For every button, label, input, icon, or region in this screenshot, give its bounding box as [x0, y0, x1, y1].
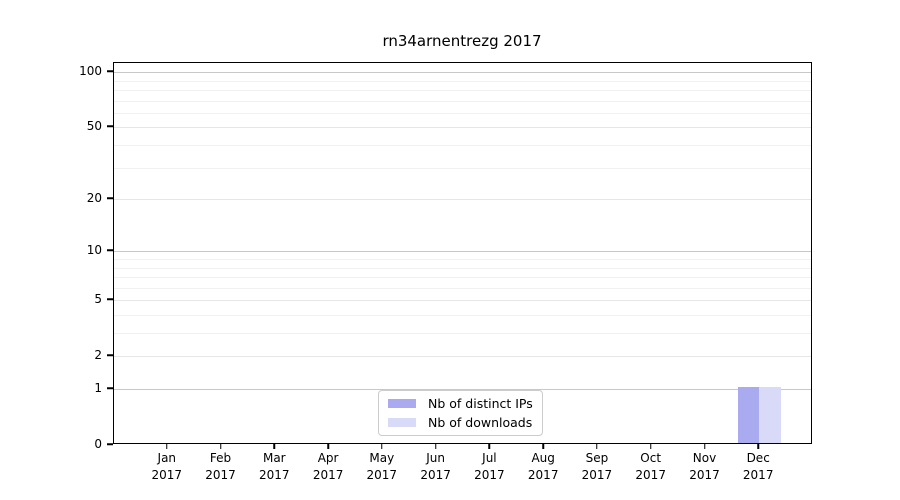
gridline-y-100: [114, 72, 811, 74]
x-tick-nov: [703, 444, 706, 449]
x-tick-year: 2017: [527, 468, 559, 482]
x-tick-label-apr: Apr 2017: [313, 450, 344, 484]
x-tick-label-sep: Sep 2017: [582, 450, 613, 484]
x-tick-apr: [327, 444, 329, 449]
x-tick-month: May: [369, 451, 395, 465]
x-tick-label-jun: Jun 2017: [420, 450, 451, 484]
plot-area: [113, 62, 812, 444]
x-tick-aug: [542, 444, 544, 449]
y-tick-10: [107, 249, 113, 251]
chart-title: rn34arnentrezg 2017: [382, 32, 542, 50]
x-tick-year: 2017: [474, 468, 505, 482]
gridline-y-1: [114, 389, 811, 390]
gridline-y-20: [114, 199, 811, 200]
y-tick-label-20: 20: [86, 191, 102, 205]
legend-swatch-downloads: [388, 418, 416, 427]
y-tick-5: [107, 298, 113, 300]
gridline-y-50: [114, 127, 811, 129]
x-tick-month: Aug: [531, 451, 555, 465]
x-tick-month: Sep: [585, 451, 609, 465]
y-tick-1: [107, 387, 113, 389]
gridline-y-70: [114, 100, 811, 102]
x-tick-year: 2017: [420, 468, 451, 482]
bar-downloads-dec: [759, 387, 781, 443]
x-tick-year: 2017: [742, 468, 774, 482]
x-tick-year: 2017: [259, 468, 290, 482]
x-tick-year: 2017: [205, 468, 236, 482]
legend-row-distinct-ips: Nb of distinct IPs: [388, 396, 533, 411]
x-tick-year: 2017: [312, 468, 344, 482]
x-tick-month: Jul: [482, 451, 497, 465]
x-tick-month: Dec: [746, 451, 770, 465]
x-tick-year: 2017: [581, 468, 613, 482]
legend-row-downloads: Nb of downloads: [388, 415, 533, 430]
gridline-y-6: [114, 287, 811, 289]
gridline-y-8: [114, 267, 811, 269]
gridline-y-80: [114, 89, 811, 91]
gridline-y-4: [114, 314, 811, 316]
gridline-y-40: [114, 144, 811, 146]
gridline-y-7: [114, 277, 811, 278]
x-tick-label-feb: Feb 2017: [205, 450, 236, 484]
gridline-y-90: [114, 80, 811, 82]
x-tick-sep: [596, 444, 598, 449]
y-tick-50: [107, 125, 113, 128]
x-tick-label-aug: Aug 2017: [528, 450, 559, 484]
gridline-y-5: [114, 300, 811, 302]
gridline-y-2: [114, 356, 811, 358]
y-tick-label-50: 50: [86, 119, 102, 134]
x-tick-month: Oct: [640, 451, 662, 465]
x-tick-label-oct: Oct 2017: [635, 450, 666, 484]
x-tick-month: Jun: [426, 451, 445, 465]
x-tick-oct: [649, 444, 652, 449]
x-tick-label-dec: Dec 2017: [743, 450, 774, 484]
x-tick-label-mar: Mar 2017: [259, 450, 290, 484]
x-tick-year: 2017: [151, 468, 183, 482]
x-tick-year: 2017: [366, 468, 398, 482]
x-tick-jun: [434, 444, 437, 449]
x-tick-dec: [757, 444, 759, 449]
x-tick-year: 2017: [689, 468, 720, 482]
y-tick-label-100: 100: [79, 64, 102, 79]
x-tick-label-jul: Jul 2017: [474, 450, 505, 484]
x-tick-label-jan: Jan 2017: [152, 450, 183, 484]
y-tick-2: [107, 354, 113, 356]
legend: Nb of distinct IPs Nb of downloads: [378, 390, 543, 436]
x-tick-feb: [219, 444, 222, 449]
x-tick-label-nov: Nov 2017: [689, 450, 720, 484]
gridline-y-60: [114, 112, 811, 114]
legend-swatch-distinct-ips: [388, 399, 416, 408]
x-tick-label-may: May 2017: [367, 450, 398, 484]
y-tick-label-2: 2: [94, 348, 102, 363]
legend-label-distinct-ips: Nb of distinct IPs: [428, 396, 533, 411]
x-tick-jul: [488, 444, 491, 449]
legend-label-downloads: Nb of downloads: [428, 415, 533, 430]
x-tick-jan: [166, 444, 168, 449]
x-tick-may: [381, 444, 383, 449]
gridline-y-10: [114, 251, 811, 253]
x-tick-month: Apr: [317, 451, 339, 465]
y-tick-20: [107, 197, 113, 199]
gridline-y-3: [114, 333, 811, 334]
y-tick-label-0: 0: [94, 437, 102, 451]
gridline-y-9: [114, 258, 811, 260]
x-tick-mar: [273, 444, 276, 449]
x-tick-month: Mar: [262, 451, 286, 465]
y-tick-label-5: 5: [94, 292, 102, 307]
x-tick-month: Feb: [209, 451, 232, 465]
x-tick-year: 2017: [635, 468, 666, 482]
y-tick-100: [107, 70, 113, 72]
y-tick-0: [107, 443, 113, 445]
bar-distinct-ips-dec: [737, 387, 760, 443]
x-tick-month: Nov: [692, 451, 717, 465]
y-tick-label-10: 10: [86, 243, 102, 258]
gridline-y-30: [114, 167, 811, 169]
y-tick-label-1: 1: [94, 381, 102, 395]
x-tick-month: Jan: [157, 451, 177, 465]
